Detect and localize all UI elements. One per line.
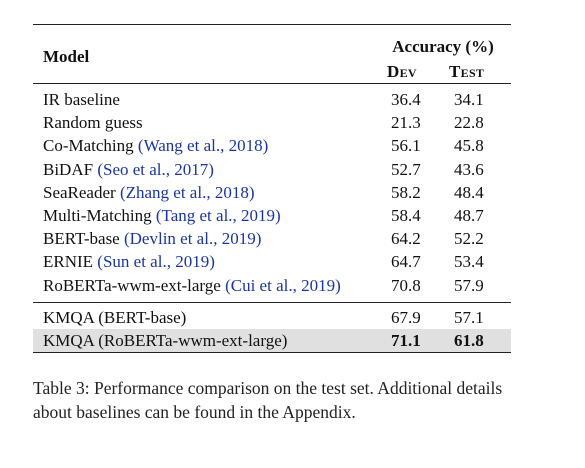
test-score: 45.8: [454, 136, 484, 156]
bottom-rule: [33, 352, 511, 354]
citation-link[interactable]: (Seo et al., 2017): [97, 159, 214, 179]
model-cell: KMQA (BERT-base): [43, 306, 186, 329]
test-score: 34.1: [454, 90, 484, 109]
citation-link[interactable]: (Zhang et al., 2018): [119, 182, 255, 202]
header-model: Model: [43, 47, 90, 66]
table-row: ERNIE (Sun et al., 2019) 64.7 53.4: [33, 250, 511, 273]
test-score: 61.8: [454, 330, 484, 350]
top-rule: [33, 24, 511, 25]
dev-score: 58.4: [391, 205, 421, 225]
citation-link[interactable]: (Cui et al., 2019): [225, 275, 341, 295]
model-cell: Random guess: [43, 111, 143, 134]
model-cell: IR baseline: [43, 88, 120, 111]
citation-link[interactable]: (Devlin et al., 2019): [123, 229, 262, 249]
dev-score: 67.9: [391, 307, 421, 327]
model-cell: Co-Matching (Wang et al., 2018): [43, 134, 268, 157]
citation-link[interactable]: (Wang et al., 2018): [137, 136, 269, 156]
citation-link[interactable]: (Sun et al., 2019): [97, 252, 215, 272]
test-score: 48.4: [454, 182, 484, 202]
table-row: Multi-Matching (Tang et al., 2019) 58.4 48…: [33, 204, 511, 227]
test-score: 43.6: [454, 159, 484, 179]
model-cell: Multi-Matching (Tang et al., 2019): [43, 204, 281, 227]
model-cell: RoBERTa-wwm-ext-large (Cui et al., 2019): [43, 274, 341, 297]
test-score: 53.4: [454, 252, 484, 272]
model-name: Multi-Matching: [43, 205, 152, 225]
dev-score: 52.7: [391, 159, 421, 179]
results-table: Model Accuracy (%) Dev Test IR baseline 3…: [33, 24, 511, 354]
table-row: RoBERTa-wwm-ext-large (Cui et al., 2019)…: [33, 274, 511, 297]
mid-rule: [33, 301, 511, 303]
test-score: 22.8: [454, 113, 484, 133]
table-row: KMQA (RoBERTa-wwm-ext-large) 71.1 61.8: [33, 328, 511, 353]
model-name: KMQA (RoBERTa-wwm-ext-large): [43, 330, 288, 350]
test-score: 48.7: [454, 205, 484, 225]
table-header: Model Accuracy (%) Dev Test: [33, 25, 511, 83]
header-rule: [33, 83, 511, 84]
citation-link[interactable]: (Tang et al., 2019): [155, 205, 281, 225]
table-row: KMQA (BERT-base) 67.9 57.1: [33, 306, 511, 329]
model-name: Random guess: [43, 113, 143, 133]
test-score: 57.1: [454, 307, 484, 327]
model-name: ERNIE: [43, 252, 94, 272]
model-name: BiDAF: [43, 159, 94, 179]
dev-score: 64.7: [391, 252, 421, 272]
dev-score: 64.2: [391, 229, 421, 249]
model-name: Co-Matching: [43, 136, 134, 156]
table-row: BERT-base (Devlin et al., 2019) 64.2 52.2: [33, 227, 511, 250]
dev-score: 36.4: [391, 90, 421, 109]
model-name: SeaReader: [43, 182, 116, 202]
model-cell: KMQA (RoBERTa-wwm-ext-large): [43, 329, 287, 352]
test-score: 57.9: [454, 275, 484, 295]
dev-score: 58.2: [391, 182, 421, 202]
dev-score: 71.1: [391, 330, 421, 350]
baseline-section: IR baseline 36.4 34.1 Random guess 21.3 22.8 C…: [33, 84, 511, 302]
model-name: KMQA (BERT-base): [43, 307, 187, 327]
table-row: BiDAF (Seo et al., 2017) 52.7 43.6: [33, 158, 511, 181]
dev-score: 56.1: [391, 136, 421, 156]
model-name: BERT-base: [43, 229, 120, 249]
test-score: 52.2: [454, 229, 484, 249]
table-row: Random guess 21.3 22.8: [33, 111, 511, 134]
header-dev: Dev: [387, 62, 417, 81]
header-accuracy: Accuracy (%): [392, 37, 494, 56]
model-cell: SeaReader (Zhang et al., 2018): [43, 181, 254, 204]
proposed-section: KMQA (BERT-base) 67.9 57.1 KMQA (RoBERTa-ww…: [33, 303, 511, 353]
model-cell: ERNIE (Sun et al., 2019): [43, 250, 215, 273]
table-row: SeaReader (Zhang et al., 2018) 58.2 48.4: [33, 181, 511, 204]
table-caption: Table 3: Performance comparison on the t…: [33, 378, 503, 422]
model-name: IR baseline: [43, 90, 120, 109]
table-row: IR baseline 36.4 34.1: [33, 88, 511, 111]
model-cell: BERT-base (Devlin et al., 2019): [43, 227, 261, 250]
table-row: Co-Matching (Wang et al., 2018) 56.1 45.8: [33, 134, 511, 157]
model-cell: BiDAF (Seo et al., 2017): [43, 158, 214, 181]
header-test: Test: [449, 62, 485, 81]
model-name: RoBERTa-wwm-ext-large: [43, 275, 221, 295]
dev-score: 70.8: [391, 275, 421, 295]
dev-score: 21.3: [391, 113, 421, 133]
